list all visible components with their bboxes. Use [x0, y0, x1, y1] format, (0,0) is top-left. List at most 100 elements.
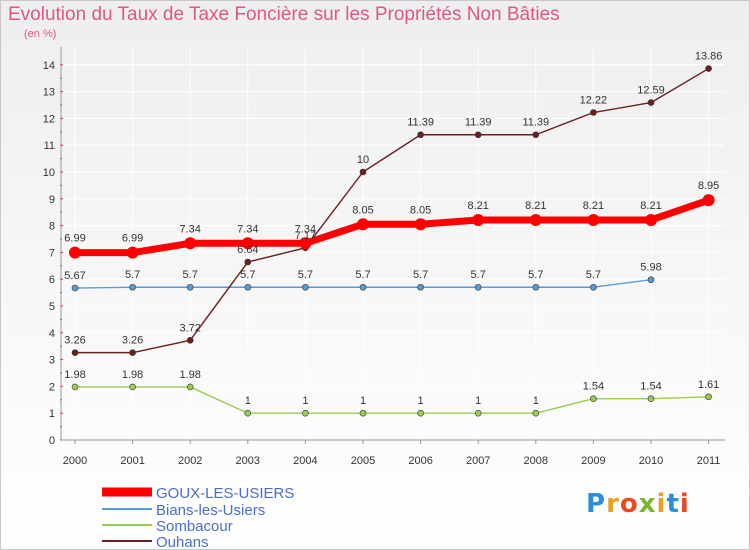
data-label: 1: [302, 395, 308, 407]
data-point: [590, 283, 597, 291]
data-label: 11.39: [407, 117, 434, 129]
y-tick-label: 5: [49, 301, 55, 313]
legend-label: Ouhans: [156, 534, 209, 550]
data-label: 5.7: [298, 269, 313, 281]
data-label: 11.39: [465, 117, 492, 129]
data-label: 11.39: [522, 117, 549, 129]
legend-label: Sombacour: [156, 518, 233, 535]
data-label: 5.7: [125, 269, 140, 281]
data-label: 7.17: [295, 230, 316, 242]
data-point: [359, 409, 367, 417]
data-point: [647, 395, 655, 403]
data-point: [705, 65, 712, 72]
data-label: 5.7: [183, 269, 198, 281]
data-label: 5.7: [413, 269, 428, 281]
data-label: 1: [360, 395, 366, 407]
logo-letter: x: [638, 489, 657, 519]
data-label: 3.26: [64, 335, 85, 347]
data-label: 5.7: [471, 269, 486, 281]
data-point: [529, 213, 542, 226]
data-label: 6.64: [237, 244, 258, 256]
x-tick-label: 2000: [63, 455, 87, 467]
data-label: 3.72: [179, 322, 200, 334]
chart-subtitle: (en %): [24, 28, 57, 40]
y-tick-label: 8: [49, 221, 55, 233]
series-lines: [69, 65, 715, 417]
data-point: [302, 409, 309, 417]
data-label: 13.86: [695, 51, 723, 63]
y-tick-label: 9: [49, 194, 55, 206]
legend-label: Bians-les-Usiers: [156, 502, 265, 519]
data-label: 8.21: [583, 200, 604, 212]
data-label: 1.98: [122, 369, 143, 381]
data-label: 5.7: [240, 269, 255, 281]
data-point: [474, 283, 482, 291]
data-point: [474, 409, 482, 417]
x-tick-label: 2009: [581, 455, 605, 467]
data-point: [414, 218, 427, 231]
data-label: 6.99: [64, 233, 85, 245]
data-point: [474, 131, 482, 139]
logo-letter: P: [586, 489, 607, 519]
y-tick-label: 12: [43, 113, 55, 125]
data-label: 12.59: [637, 85, 665, 97]
x-tick-label: 2006: [408, 455, 432, 467]
data-point: [417, 409, 424, 417]
data-label: 8.21: [640, 200, 661, 212]
x-tick-label: 2007: [466, 455, 490, 467]
x-tick-label: 2008: [524, 455, 548, 467]
data-point: [241, 237, 254, 250]
data-label: 7.34: [237, 223, 258, 235]
y-tick-label: 6: [49, 274, 55, 286]
data-label: 1.98: [179, 369, 200, 381]
legend-label: GOUX-LES-USIERS: [156, 485, 294, 502]
x-tick-label: 2003: [236, 455, 260, 467]
y-tick-label: 4: [49, 328, 55, 340]
data-point: [244, 283, 252, 291]
data-label: 8.21: [467, 200, 488, 212]
data-label: 12.22: [580, 95, 608, 107]
y-tick-label: 14: [43, 60, 55, 72]
y-tick-label: 2: [49, 381, 55, 393]
data-point: [244, 409, 252, 417]
data-point: [186, 383, 194, 391]
data-point: [126, 246, 139, 259]
data-label: 5.7: [355, 269, 370, 281]
y-tick-label: 7: [49, 247, 55, 259]
data-point: [244, 258, 252, 266]
data-label: 5.7: [586, 269, 601, 281]
data-point: [357, 218, 369, 231]
data-label: 1: [418, 395, 424, 407]
series-line-sombacour: [75, 386, 709, 414]
data-label: 1.61: [698, 379, 719, 391]
data-label: 1.54: [640, 381, 661, 393]
data-point: [645, 213, 657, 226]
data-point: [532, 409, 540, 417]
data-label: 7.34: [179, 223, 200, 235]
data-point: [129, 383, 136, 391]
y-tick-label: 1: [49, 408, 55, 420]
logo-letter: o: [619, 489, 639, 519]
data-point: [359, 168, 367, 176]
data-label: 3.26: [122, 335, 143, 347]
data-label: 5.67: [64, 270, 85, 282]
series-line-goux-les-usiers: [75, 196, 710, 257]
logo-letter: t: [666, 489, 680, 519]
data-labels: 5.67 5.7 5.7 5.7 5.7 5.7 5.7 5.7 5.7 5.7 5.98 1.98 1…: [64, 51, 722, 408]
data-point: [69, 246, 81, 259]
y-tick-label: 3: [49, 355, 55, 367]
data-label: 8.95: [698, 180, 719, 192]
legend: GOUX-LES-USIERSBians-les-UsiersSombacour…: [102, 485, 294, 550]
x-tick-label: 2002: [178, 455, 202, 467]
data-point: [417, 131, 424, 139]
proxiti-logo: Proxiti: [586, 489, 690, 519]
y-tick-label: 10: [43, 167, 55, 179]
x-tick-label: 2004: [293, 455, 317, 467]
data-point: [359, 283, 367, 291]
data-point: [302, 283, 309, 291]
data-point: [186, 337, 194, 344]
data-label: 8.21: [525, 200, 546, 212]
logo-letter: i: [679, 489, 690, 519]
